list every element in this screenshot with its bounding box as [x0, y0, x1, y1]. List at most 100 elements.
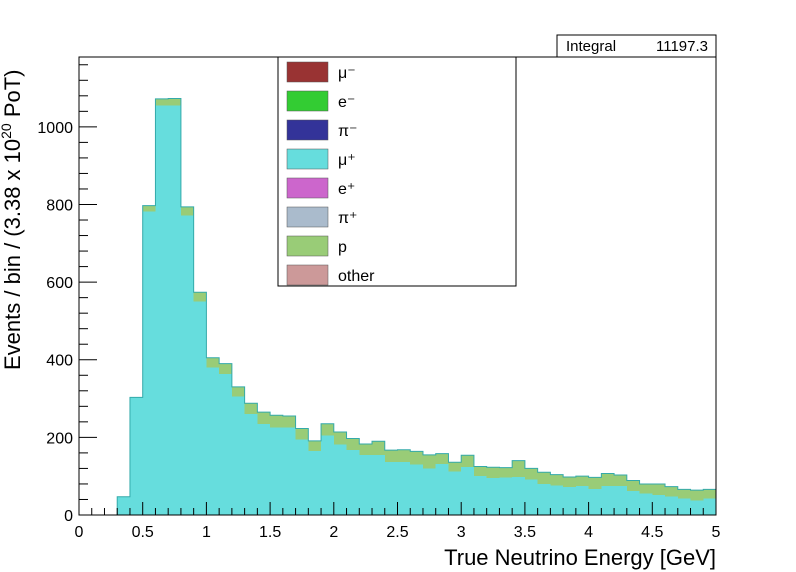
bar-μ⁺-bin-5	[142, 211, 156, 515]
legend-label-5: π⁺	[338, 210, 357, 227]
bar-p-bin-16	[282, 416, 296, 428]
bar-μ⁺-bin-42	[614, 485, 627, 515]
bar-p-bin-13	[244, 403, 258, 415]
y-tick-label: 800	[46, 197, 73, 214]
bar-μ⁺-bin-21	[346, 450, 360, 515]
bar-p-bin-32	[486, 467, 500, 479]
bar-μ⁺-bin-38	[563, 487, 576, 515]
bar-p-bin-7	[168, 98, 181, 106]
bar-p-bin-17	[295, 428, 309, 440]
bar-p-bin-12	[231, 386, 245, 397]
bar-p-bin-9	[193, 292, 207, 302]
bar-p-bin-5	[142, 205, 156, 212]
bar-μ⁺-bin-30	[461, 466, 474, 515]
bar-μ⁺-bin-4	[129, 397, 143, 515]
y-axis-title: Events / bin / (3.38 x 1020 PoT)	[0, 69, 25, 370]
bar-μ⁺-bin-16	[282, 427, 296, 515]
bar-μ⁺-bin-29	[448, 471, 462, 515]
bar-p-bin-49	[703, 489, 716, 499]
y-tick-label: 1000	[37, 120, 73, 137]
bar-μ⁺-bin-22	[359, 454, 373, 515]
bar-μ⁺-bin-8	[180, 215, 194, 516]
legend-label-4: e⁺	[338, 181, 355, 198]
bar-p-bin-35	[524, 468, 538, 480]
x-tick-label: 2.5	[386, 524, 408, 541]
bar-p-bin-46	[665, 486, 678, 497]
bar-p-bin-14	[257, 412, 271, 424]
bar-p-bin-41	[601, 473, 615, 486]
bar-μ⁺-bin-35	[524, 479, 538, 515]
bar-μ⁺-bin-14	[257, 423, 271, 515]
bar-p-bin-48	[690, 490, 704, 501]
stats-box-frame	[556, 34, 717, 58]
stack-outline	[79, 98, 716, 516]
bar-p-bin-11	[219, 363, 232, 375]
bar-p-bin-47	[677, 489, 691, 499]
x-tick-label: 4	[584, 524, 593, 541]
bar-p-bin-18	[308, 440, 322, 451]
x-axis: 0 0.5 1 1.5 2 2.5 3 3.5 4 4.5 5	[75, 502, 721, 541]
bar-μ⁺-bin-33	[499, 477, 513, 515]
legend-swatch-1	[286, 90, 329, 112]
stats-box: Integral 11197.3	[556, 34, 717, 58]
bar-p-bin-25	[397, 449, 411, 463]
x-tick-label: 1	[202, 524, 211, 541]
legend-label-2: π⁻	[338, 123, 357, 140]
bar-p-bin-39	[575, 476, 589, 486]
legend-swatch-6	[286, 235, 329, 257]
bar-p-bin-8	[180, 206, 194, 216]
bar-p-bin-31	[473, 466, 487, 477]
stats-value: 11197.3	[656, 38, 708, 55]
bar-μ⁺-bin-6	[155, 105, 169, 515]
x-tick-label: 4.5	[641, 524, 663, 541]
bar-μ⁺-bin-19	[321, 435, 334, 515]
x-tick-label: 3.5	[514, 524, 536, 541]
bar-μ⁺-bin-34	[512, 476, 525, 515]
bar-μ⁺-bin-3	[117, 496, 130, 515]
bar-μ⁺-bin-26	[410, 464, 423, 515]
bar-p-bin-21	[346, 438, 360, 451]
bar-p-bin-38	[563, 476, 576, 488]
legend-swatch-7	[286, 264, 329, 286]
bar-p-bin-28	[435, 453, 449, 464]
bar-p-bin-6	[155, 98, 169, 106]
x-tick-label: 3	[457, 524, 466, 541]
bar-μ⁺-bin-43	[626, 490, 640, 515]
bars-layer	[79, 98, 716, 516]
bar-p-bin-24	[384, 450, 398, 462]
bar-p-bin-15	[270, 415, 283, 428]
bar-p-bin-45	[652, 483, 666, 495]
bar-p-bin-26	[410, 451, 423, 465]
bar-μ⁺-bin-17	[295, 439, 309, 515]
bar-μ⁺-bin-36	[537, 483, 551, 515]
bar-μ⁺-bin-37	[550, 485, 564, 515]
x-tick-label: 0	[75, 524, 84, 541]
bar-μ⁺-bin-40	[588, 488, 602, 515]
bar-μ⁺-bin-25	[397, 462, 411, 515]
bar-μ⁺-bin-45	[652, 494, 666, 515]
bar-p-bin-44	[639, 483, 653, 494]
bar-μ⁺-bin-11	[219, 374, 232, 515]
bar-p-bin-19	[321, 423, 334, 436]
stats-label: Integral	[566, 38, 616, 55]
bar-p-bin-30	[461, 455, 474, 467]
legend-label-3: μ⁺	[338, 152, 356, 169]
bar-μ⁺-bin-7	[168, 105, 181, 515]
bar-μ⁺-bin-9	[193, 301, 207, 515]
bar-p-bin-29	[448, 462, 462, 472]
bar-p-bin-40	[588, 477, 602, 489]
bar-p-bin-43	[626, 480, 640, 491]
bar-p-bin-27	[422, 454, 436, 469]
bar-p-bin-20	[333, 431, 347, 445]
bar-μ⁺-bin-48	[690, 500, 704, 515]
bar-μ⁺-bin-27	[422, 468, 436, 515]
bar-μ⁺-bin-32	[486, 478, 500, 515]
bar-μ⁺-bin-15	[270, 427, 283, 515]
bar-p-bin-34	[512, 460, 525, 477]
bar-μ⁺-bin-20	[333, 444, 347, 515]
bar-μ⁺-bin-24	[384, 461, 398, 515]
bar-μ⁺-bin-12	[231, 396, 245, 515]
y-tick-label: 600	[46, 275, 73, 292]
legend-label-0: μ⁻	[338, 65, 356, 82]
